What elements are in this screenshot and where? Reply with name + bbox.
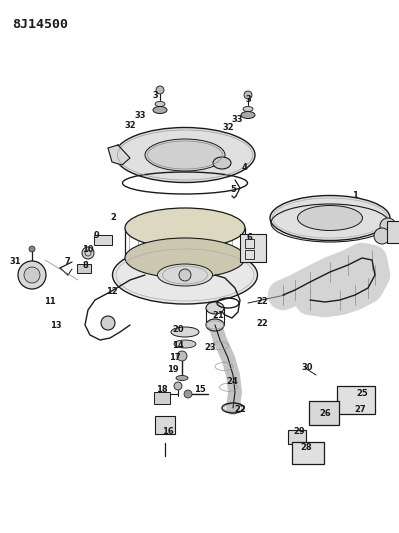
- Text: 8: 8: [82, 262, 88, 271]
- Text: 14: 14: [172, 341, 184, 350]
- Ellipse shape: [213, 157, 231, 169]
- Circle shape: [177, 351, 187, 361]
- Text: 20: 20: [172, 326, 184, 335]
- Text: 13: 13: [50, 321, 62, 330]
- Bar: [77, 263, 91, 272]
- Ellipse shape: [153, 107, 167, 114]
- Ellipse shape: [125, 238, 245, 278]
- Text: 9: 9: [94, 231, 100, 240]
- Ellipse shape: [206, 302, 224, 314]
- Circle shape: [18, 261, 46, 289]
- Text: 6: 6: [246, 232, 252, 241]
- Bar: [288, 430, 306, 444]
- Circle shape: [156, 86, 164, 94]
- Bar: [337, 386, 375, 414]
- Text: 23: 23: [204, 343, 216, 351]
- Bar: [245, 238, 253, 247]
- Text: 5: 5: [230, 185, 236, 195]
- Text: 2: 2: [110, 213, 116, 222]
- Ellipse shape: [125, 208, 245, 248]
- Bar: [154, 392, 170, 404]
- Text: 31: 31: [9, 256, 21, 265]
- Text: 17: 17: [169, 352, 181, 361]
- Text: 12: 12: [106, 287, 118, 295]
- Text: 4: 4: [242, 164, 248, 173]
- Circle shape: [101, 316, 115, 330]
- Ellipse shape: [206, 319, 224, 331]
- Text: 28: 28: [300, 443, 312, 453]
- Bar: [245, 249, 253, 259]
- Bar: [155, 416, 175, 434]
- Ellipse shape: [270, 196, 390, 240]
- Text: 19: 19: [167, 366, 179, 375]
- Text: 11: 11: [44, 297, 56, 306]
- Text: 3: 3: [245, 95, 251, 104]
- Ellipse shape: [243, 107, 253, 111]
- Text: 26: 26: [319, 408, 331, 417]
- Ellipse shape: [115, 127, 255, 182]
- Circle shape: [184, 390, 192, 398]
- Ellipse shape: [145, 139, 225, 171]
- Text: 21: 21: [212, 311, 224, 320]
- Text: 1: 1: [352, 190, 358, 199]
- Text: 3: 3: [152, 91, 158, 100]
- Text: 8J14500: 8J14500: [12, 18, 68, 31]
- Ellipse shape: [113, 246, 257, 304]
- Bar: [309, 401, 339, 425]
- Text: 24: 24: [226, 376, 238, 385]
- Ellipse shape: [155, 101, 165, 107]
- Circle shape: [380, 218, 396, 234]
- Text: 15: 15: [194, 385, 206, 394]
- Text: 10: 10: [82, 246, 94, 254]
- Text: 25: 25: [356, 389, 368, 398]
- Text: 27: 27: [354, 405, 366, 414]
- Circle shape: [29, 246, 35, 252]
- Text: 30: 30: [301, 364, 313, 373]
- Circle shape: [174, 382, 182, 390]
- Ellipse shape: [176, 376, 188, 381]
- Text: 22: 22: [256, 297, 268, 306]
- Ellipse shape: [298, 206, 363, 230]
- Text: 22: 22: [256, 319, 268, 328]
- Bar: [94, 235, 112, 245]
- Bar: [387, 221, 399, 243]
- Ellipse shape: [241, 111, 255, 118]
- Text: 32: 32: [222, 124, 234, 133]
- Text: 33: 33: [134, 110, 146, 119]
- Ellipse shape: [174, 340, 196, 348]
- Text: 16: 16: [162, 427, 174, 437]
- Circle shape: [179, 269, 191, 281]
- Bar: [240, 234, 266, 262]
- Text: 7: 7: [64, 256, 70, 265]
- Ellipse shape: [171, 327, 199, 337]
- Text: 18: 18: [156, 385, 168, 394]
- Polygon shape: [108, 145, 130, 165]
- Text: 33: 33: [231, 115, 243, 124]
- Circle shape: [82, 247, 94, 259]
- Text: 32: 32: [124, 122, 136, 131]
- Text: 22: 22: [234, 406, 246, 415]
- Ellipse shape: [158, 264, 213, 286]
- Bar: [292, 442, 324, 464]
- Circle shape: [244, 91, 252, 99]
- Circle shape: [24, 267, 40, 283]
- Circle shape: [374, 228, 390, 244]
- Text: 29: 29: [293, 427, 305, 437]
